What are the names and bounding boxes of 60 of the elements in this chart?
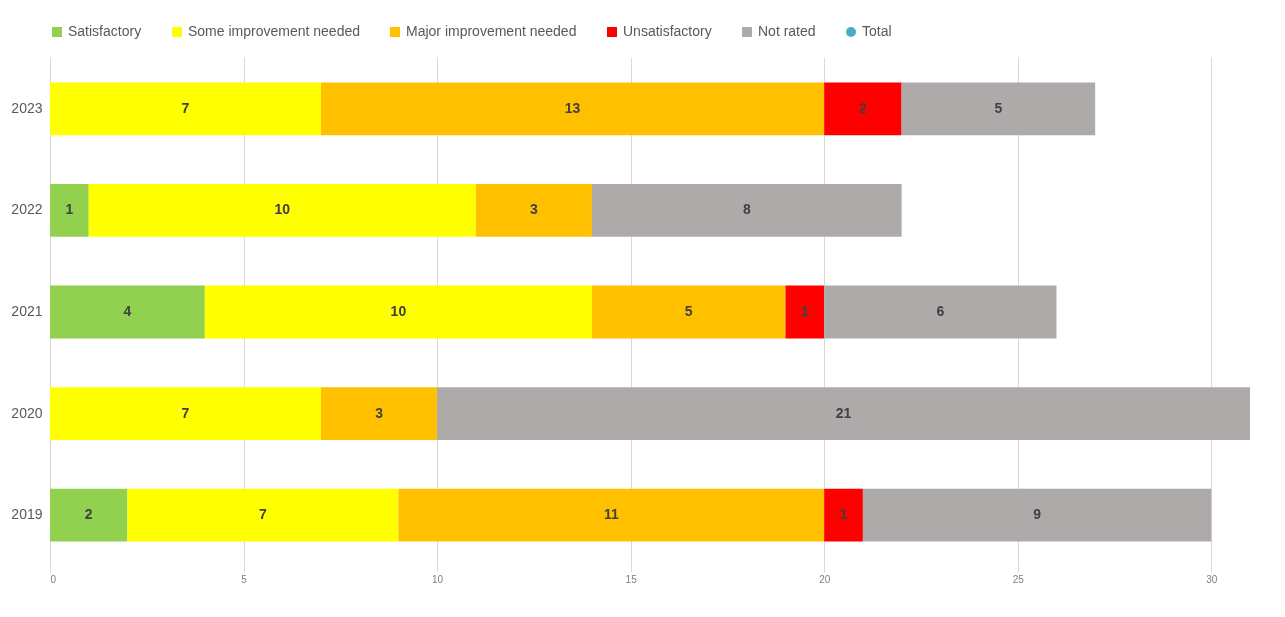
bar	[824, 285, 1057, 339]
bar	[50, 488, 128, 542]
data-label: 7	[181, 404, 190, 421]
bar	[824, 488, 863, 542]
data-label: 6	[936, 303, 945, 319]
data-label: 4	[123, 303, 132, 319]
bar	[50, 285, 205, 339]
bar	[50, 183, 89, 237]
x-tick-label: 10	[432, 573, 444, 585]
bar	[824, 82, 902, 136]
bar	[901, 82, 1096, 136]
bar	[88, 183, 476, 237]
legend-label: Not rated	[758, 23, 816, 39]
x-tick-label: 30	[1206, 573, 1218, 585]
data-label: 8	[742, 201, 751, 218]
x-tick-label: 20	[819, 573, 831, 585]
x-tick-label: 5	[241, 573, 248, 585]
bar	[437, 387, 1250, 441]
bar	[204, 285, 592, 339]
data-label: 13	[564, 99, 581, 116]
legend-label: Major improvement needed	[406, 23, 577, 39]
legend-label: Unsatisfactory	[623, 23, 712, 39]
legend-label: Some improvement needed	[188, 23, 360, 39]
y-tick-label: 2023	[11, 99, 43, 116]
data-label: 2	[859, 99, 867, 116]
x-tick-label: 0	[50, 573, 57, 585]
x-tick-label: 25	[1012, 573, 1025, 585]
data-label: 7	[259, 506, 267, 523]
bar	[50, 82, 321, 136]
data-label: 3	[375, 404, 384, 421]
data-label: 5	[994, 99, 1003, 116]
legend-label: Total	[862, 23, 892, 39]
bar	[127, 488, 399, 542]
legend-label: Satisfactory	[68, 23, 142, 39]
y-tick-label: 2019	[11, 506, 43, 523]
y-tick-label: 2020	[11, 404, 43, 421]
data-label: 10	[274, 201, 291, 218]
data-label: 11	[603, 506, 619, 523]
y-tick-label: 2022	[11, 201, 43, 218]
data-label: 7	[181, 99, 190, 116]
bar	[785, 285, 825, 339]
bar	[475, 183, 592, 237]
bar	[320, 387, 438, 441]
data-label: 3	[529, 201, 538, 218]
x-tick-label: 15	[625, 573, 638, 585]
bar	[591, 183, 902, 237]
data-label: 1	[65, 201, 74, 218]
bar	[398, 488, 825, 542]
bar	[50, 387, 321, 441]
data-label: 1	[839, 506, 848, 523]
data-label: 9	[1033, 506, 1042, 523]
bar	[591, 285, 786, 339]
bar	[862, 488, 1212, 542]
y-tick-label: 2021	[11, 303, 43, 319]
bar	[320, 82, 825, 136]
data-label: 1	[800, 303, 809, 319]
data-label: 10	[390, 303, 407, 319]
data-label: 21	[835, 404, 852, 421]
data-label: 5	[684, 303, 693, 319]
data-label: 2	[84, 506, 93, 523]
